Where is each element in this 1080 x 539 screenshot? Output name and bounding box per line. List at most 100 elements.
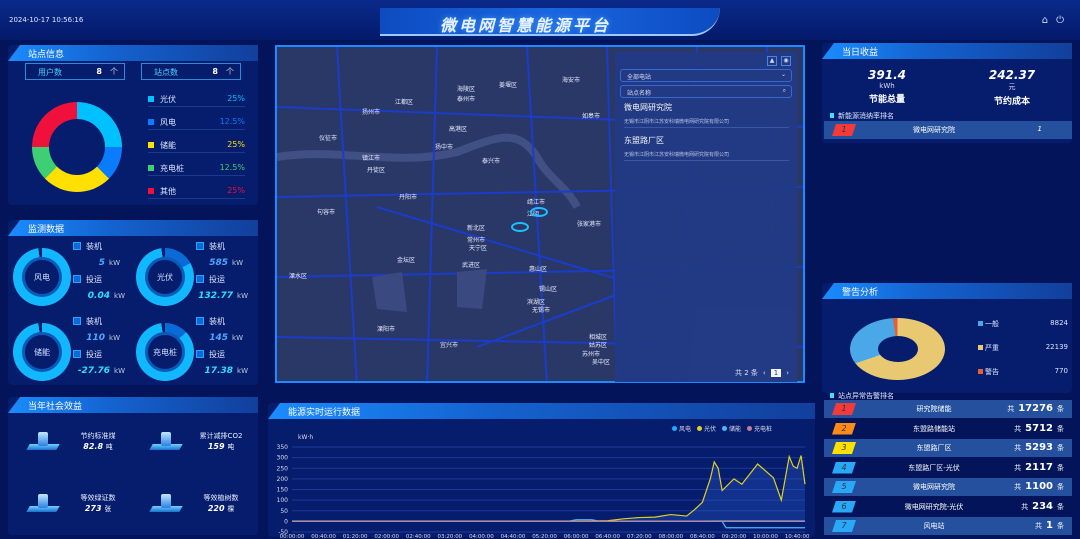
running-value: 132.77 kW xyxy=(198,291,248,301)
installed-label: 装机 xyxy=(73,241,102,252)
site-name: 微电网研究院-光伏 xyxy=(904,502,964,511)
rank-badge: 1 xyxy=(832,403,856,415)
monitor-gauge: 充电桩 xyxy=(136,323,194,381)
map-place-label: 靖江市 xyxy=(527,199,546,206)
cost-saving-label: 节约成本 xyxy=(993,97,1030,107)
alarm-ranking-row[interactable]: 6 微电网研究院-光伏 共 234 条 xyxy=(824,498,1072,516)
site-type-legend-item: 其他 25% xyxy=(148,185,245,199)
legend-swatch xyxy=(148,188,154,194)
map-place-label: 惠山区 xyxy=(529,266,548,273)
legend-swatch xyxy=(978,369,983,374)
power-icon[interactable]: ⏻ xyxy=(1056,15,1064,26)
map-place-label: 姜堰区 xyxy=(499,82,518,89)
map-place-label: 句容市 xyxy=(317,209,336,216)
series-line-1 xyxy=(292,454,806,522)
site-name: 东盟路厂区 xyxy=(916,444,952,452)
site-address: 无锡市江阴市江苏安科瑞微电网研究院有限公司 xyxy=(624,119,730,125)
rank-badge: 7 xyxy=(832,520,856,532)
map-place-label: 吴中区 xyxy=(592,359,611,366)
consumption-ranking-title: 新能源消纳率排名 xyxy=(830,111,894,121)
warning-legend-item: 警告 770 xyxy=(978,367,1068,377)
prev-page-button[interactable]: ‹ xyxy=(762,369,766,377)
consumption-ranking-row[interactable]: 1 微电网研究院 1 xyxy=(824,121,1072,139)
legend-item[interactable]: 储能 xyxy=(722,424,741,433)
x-tick-label: 07:20:00 xyxy=(627,534,652,539)
next-page-button[interactable]: › xyxy=(786,369,789,377)
running-value: 17.38 kW xyxy=(204,366,248,376)
x-tick-label: 00:00:00 xyxy=(280,534,305,539)
running-label: 投运 xyxy=(196,349,225,360)
site-name: 研究院储能 xyxy=(916,405,952,413)
energy-saving-label: 节能总量 xyxy=(868,95,905,105)
pagination: 共 2 条 ‹ 1 › xyxy=(735,368,789,378)
alarm-ranking-row[interactable]: 3 东盟路厂区 共 5293 条 xyxy=(824,439,1072,457)
y-tick-label: 50 xyxy=(280,508,288,515)
site-name: 微电网研究院 xyxy=(913,483,955,491)
alarm-count: 共 234 条 xyxy=(1021,500,1064,512)
y-tick-label: 350 xyxy=(277,444,289,451)
legend-label: 严重 xyxy=(985,344,999,352)
alarm-ranking-row[interactable]: 1 研究院储能 共 17276 条 xyxy=(824,400,1072,418)
legend-value: 8824 xyxy=(1050,319,1068,327)
site-info-panel: 站点信息 用户数 8 个 站点数 8 个 光伏 25% 风电 12.5% 储能 25% 充电桩 12.… xyxy=(8,45,258,205)
title-banner xyxy=(380,8,720,36)
gauge-label: 充电桩 xyxy=(145,332,185,372)
legend-item[interactable]: 充电桩 xyxy=(747,424,772,433)
site-name: 风电站 xyxy=(923,522,945,530)
map-place-label: 滨湖区 xyxy=(527,299,546,306)
legend-swatch xyxy=(148,119,154,125)
benefit-icon xyxy=(26,430,60,452)
y-tick-label: 150 xyxy=(277,487,289,494)
x-tick-label: 03:20:00 xyxy=(437,534,462,539)
map-place-label: 如皋市 xyxy=(582,113,601,120)
map-place-label: 武进区 xyxy=(462,262,481,269)
gauge-label: 光伏 xyxy=(145,257,185,297)
map-place-label: 溧水区 xyxy=(289,273,308,280)
layer-icon[interactable]: ▲ xyxy=(767,56,777,66)
station-select[interactable]: 全部电站 ⌄ xyxy=(620,69,792,82)
benefit-value: 273 张 xyxy=(84,504,112,513)
x-tick-label: 06:40:00 xyxy=(595,534,620,539)
benefit-value: 220 棵 xyxy=(207,504,235,513)
site-count-label: 站点数 xyxy=(154,68,178,77)
site-list-item[interactable]: 微电网研究院 无锡市江阴市江苏安科瑞微电网研究院有限公司 xyxy=(624,102,789,128)
map-place-label: 江都区 xyxy=(395,99,414,106)
map-place-label: 泰州市 xyxy=(457,96,476,103)
alarm-ranking-row[interactable]: 4 东盟路厂区-光伏 共 2117 条 xyxy=(824,459,1072,477)
current-page[interactable]: 1 xyxy=(770,369,782,377)
map-place-label: 宜兴市 xyxy=(440,342,459,349)
map-place-label: 相城区 xyxy=(589,334,608,341)
legend-item[interactable]: 光伏 xyxy=(697,424,716,433)
alarm-count: 共 5293 条 xyxy=(1014,442,1064,453)
site-list-item[interactable]: 东盟路厂区 无锡市江阴市江苏安科瑞微电网研究院有限公司 xyxy=(624,135,789,161)
site-name: 东盟路储能站 xyxy=(913,424,955,433)
site-search-input[interactable]: 站点名称 ⌕ xyxy=(620,85,792,98)
map-place-label: 锡山区 xyxy=(539,286,558,293)
map-place-label: 金坛区 xyxy=(397,257,416,264)
legend-item[interactable]: 风电 xyxy=(672,424,691,433)
search-icon: ⌕ xyxy=(782,87,786,94)
legend-label: 储能 xyxy=(160,141,176,150)
alarm-count: 共 2117 条 xyxy=(1014,461,1064,473)
energy-saving-stat: 391.4 kWh 节能总量 xyxy=(847,68,927,116)
user-count-unit: 个 xyxy=(110,67,118,76)
home-icon[interactable]: ⌂ xyxy=(1041,15,1049,26)
alarm-ranking-row[interactable]: 2 东盟路储能站 共 5712 条 xyxy=(824,420,1072,438)
map-marker-icon[interactable] xyxy=(530,207,548,217)
legend-swatch xyxy=(148,142,154,148)
alarm-ranking-row[interactable]: 5 微电网研究院 共 1100 条 xyxy=(824,478,1072,496)
legend-label: 警告 xyxy=(985,368,999,376)
benefit-icon xyxy=(149,492,183,514)
locate-icon[interactable]: ◉ xyxy=(781,56,791,66)
x-tick-label: 04:40:00 xyxy=(501,534,526,539)
panel-title: 警告分析 xyxy=(842,288,879,298)
map-place-label: 海陵区 xyxy=(457,86,476,93)
site-name: 东盟路厂区 xyxy=(624,136,664,145)
map-place-label: 苏州市 xyxy=(582,351,601,358)
alarm-ranking-row[interactable]: 7 风电站 共 1 条 xyxy=(824,517,1072,535)
map-marker-icon[interactable] xyxy=(511,222,529,232)
x-tick-label: 02:40:00 xyxy=(406,534,431,539)
datetime: 2024-10-17 10:56:16 xyxy=(9,16,84,24)
site-name: 东盟路厂区-光伏 xyxy=(908,463,960,472)
